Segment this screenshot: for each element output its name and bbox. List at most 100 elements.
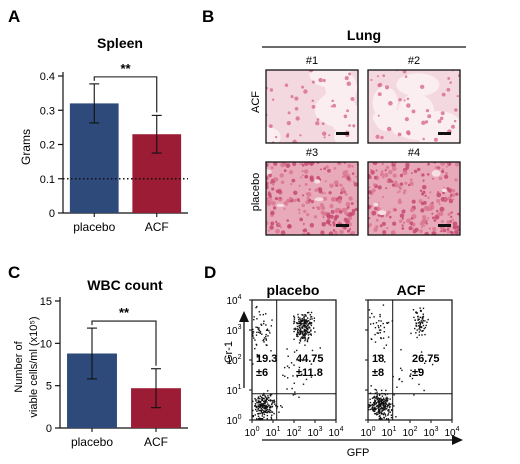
lung-cell <box>285 163 291 168</box>
lung-cell <box>325 221 328 224</box>
facs-event-dot <box>265 410 267 412</box>
facs-event-dot <box>297 335 299 338</box>
facs-event-dot <box>301 330 303 333</box>
facs-event-dot <box>379 315 381 318</box>
lung-cell <box>402 70 407 74</box>
facs-event-dot <box>270 411 273 413</box>
facs-event-dot <box>270 393 273 396</box>
facs-tick-exponent: 4 <box>238 294 242 301</box>
facs-event-dot <box>257 355 259 358</box>
facs-event-dot <box>381 408 383 410</box>
facs-event-dot <box>252 332 254 335</box>
facs-event-dot <box>373 407 376 410</box>
lung-cell <box>302 194 305 197</box>
facs-event-dot <box>264 402 266 404</box>
facs-event-dot <box>257 413 259 415</box>
facs-event-dot <box>415 322 418 325</box>
facs-event-dot <box>258 401 260 404</box>
facs-title-acf: ACF <box>397 282 426 298</box>
lung-cell <box>371 188 376 193</box>
facs-event-dot <box>299 333 302 335</box>
facs-event-dot <box>304 319 306 322</box>
facs-event-dot <box>383 326 386 329</box>
facs-event-dot <box>380 407 383 410</box>
lung-cell <box>388 101 393 106</box>
lung-image-4: #4 <box>367 147 461 236</box>
facs-event-dot <box>369 405 371 407</box>
lung-cell <box>370 78 373 82</box>
lung-cell <box>311 99 315 103</box>
lung-cell <box>419 229 423 234</box>
facs-event-dot <box>257 398 259 400</box>
facs-event-dot <box>259 331 262 333</box>
lung-cell <box>301 85 305 89</box>
facs-event-dot <box>263 413 266 416</box>
lung-cell <box>405 162 410 168</box>
facs-event-dot <box>299 317 301 319</box>
lung-cell <box>338 210 343 214</box>
facs-event-dot <box>254 339 256 341</box>
facs-event-dot <box>267 404 270 407</box>
facs-event-dot <box>388 403 390 406</box>
facs-event-dot <box>379 403 382 406</box>
facs-event-dot <box>304 322 307 324</box>
facs-event-dot <box>268 330 270 332</box>
lung-cell <box>273 162 278 166</box>
facs-event-dot <box>376 412 378 414</box>
lung-cell <box>308 188 311 191</box>
lung-cell <box>386 226 389 230</box>
facs-event-dot <box>385 403 387 405</box>
lung-cell <box>267 196 271 200</box>
facs-event-dot <box>276 405 279 408</box>
facs-event-dot <box>301 319 303 322</box>
facs-event-dot <box>259 404 262 406</box>
lung-alveolus <box>266 126 281 143</box>
lung-image-2: #2 <box>367 55 461 144</box>
facs-event-dot <box>255 343 258 346</box>
facs-event-dot <box>252 328 254 331</box>
facs-event-dot <box>262 322 265 325</box>
facs-event-dot <box>313 320 316 322</box>
facs-event-dot <box>309 327 311 329</box>
facs-event-dot <box>299 322 302 324</box>
facs-event-dot <box>376 332 378 334</box>
facs-event-dot <box>293 351 296 353</box>
facs-event-dot <box>385 344 388 346</box>
facs-event-dot <box>303 325 305 327</box>
lung-cell <box>343 114 348 119</box>
facs-event-dot <box>378 402 380 404</box>
facs-event-dot <box>417 318 419 320</box>
lung-cell <box>368 205 371 210</box>
facs-event-dot <box>302 322 304 325</box>
lung-cell <box>451 193 456 197</box>
lung-cell <box>446 220 451 225</box>
facs-event-dot <box>385 418 388 420</box>
facs-event-dot <box>258 329 261 332</box>
facs-event-dot <box>387 336 390 338</box>
lung-cell <box>452 221 458 227</box>
lung-cell <box>425 207 430 212</box>
facs-y-tick-label: 101 <box>226 384 241 397</box>
facs-event-dot <box>284 375 286 377</box>
facs-event-dot <box>309 333 311 335</box>
lung-cell <box>422 179 425 182</box>
lung-scale-bar <box>438 224 451 227</box>
lung-cell <box>323 136 326 139</box>
facs-tick-exponent: 2 <box>238 354 242 361</box>
lung-title: Lung <box>347 27 381 43</box>
facs-event-dot <box>416 329 418 331</box>
lung-cell <box>457 227 460 231</box>
lung-cell <box>290 95 294 99</box>
facs-event-dot <box>265 409 268 412</box>
facs-event-dot <box>415 311 417 314</box>
facs-y-label: Gr-1 <box>223 341 235 363</box>
facs-event-dot <box>298 333 300 335</box>
facs-event-dot <box>311 318 313 320</box>
lung-cell <box>427 114 432 119</box>
lung-cell <box>332 221 336 225</box>
facs-event-dot <box>293 318 296 320</box>
lung-cell <box>346 176 351 181</box>
lung-cell <box>438 202 441 206</box>
lung-cell <box>329 214 334 219</box>
facs-event-dot <box>298 320 300 323</box>
